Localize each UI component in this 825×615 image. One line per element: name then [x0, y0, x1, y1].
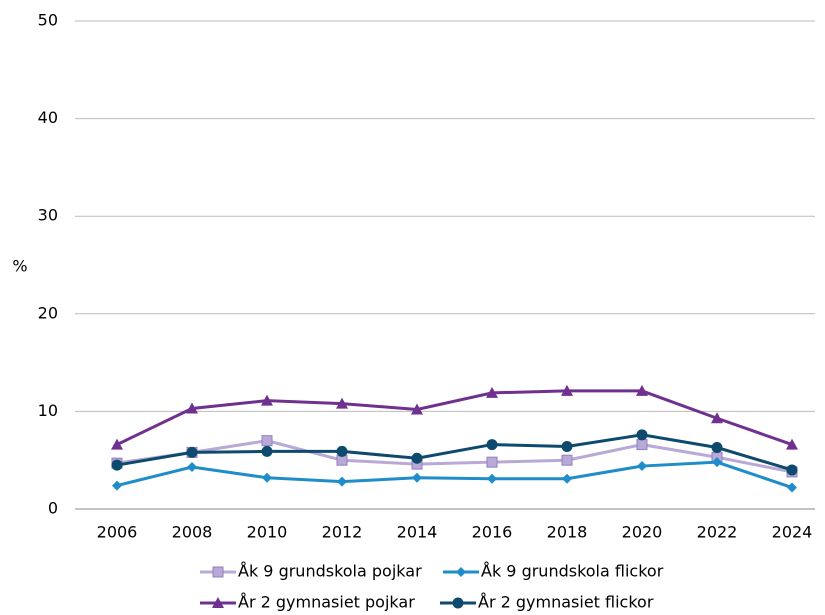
- legend-label: År 2 gymnasiet pojkar: [238, 593, 415, 612]
- marker: [212, 597, 224, 608]
- marker: [336, 445, 348, 457]
- marker: [111, 459, 123, 471]
- y-axis-label: %: [12, 257, 27, 276]
- x-tick-label: 2014: [397, 523, 438, 542]
- marker: [411, 452, 423, 464]
- marker: [456, 567, 466, 577]
- y-tick-label: 20: [38, 303, 58, 322]
- marker: [786, 464, 798, 476]
- y-tick-label: 30: [38, 206, 58, 225]
- marker: [111, 438, 123, 450]
- marker: [187, 462, 197, 473]
- x-tick-label: 2016: [472, 523, 513, 542]
- marker: [262, 472, 272, 483]
- marker: [411, 403, 423, 415]
- series-line: [116, 460, 793, 489]
- y-tick-label: 0: [48, 499, 58, 518]
- y-tick-label: 50: [38, 11, 58, 30]
- x-tick-label: 2010: [247, 523, 288, 542]
- marker: [712, 457, 722, 468]
- marker: [711, 442, 723, 454]
- marker: [487, 473, 497, 484]
- x-tick-label: 2024: [772, 523, 813, 542]
- marker: [486, 386, 498, 398]
- marker: [561, 454, 573, 466]
- legend-label: Åk 9 grundskola pojkar: [238, 562, 422, 581]
- marker: [186, 446, 198, 458]
- marker: [336, 397, 348, 409]
- marker: [787, 482, 797, 493]
- marker: [637, 461, 647, 472]
- marker: [452, 597, 464, 609]
- x-tick-label: 2012: [322, 523, 363, 542]
- legend-label: Åk 9 grundskola flickor: [481, 562, 664, 581]
- marker: [337, 476, 347, 487]
- marker: [412, 472, 422, 483]
- marker: [561, 441, 573, 453]
- x-tick-label: 2008: [172, 523, 213, 542]
- marker: [711, 412, 723, 424]
- x-tick-label: 2018: [547, 523, 588, 542]
- y-tick-label: 10: [38, 401, 58, 420]
- legend-label: År 2 gymnasiet flickor: [478, 593, 654, 612]
- marker: [186, 402, 198, 414]
- x-tick-label: 2020: [622, 523, 663, 542]
- series-line: [116, 433, 793, 472]
- y-tick-label: 40: [38, 108, 58, 127]
- marker: [562, 473, 572, 484]
- marker: [112, 480, 122, 491]
- marker: [486, 439, 498, 451]
- x-tick-label: 2006: [97, 523, 138, 542]
- marker: [261, 394, 273, 406]
- marker: [486, 456, 498, 468]
- marker: [212, 566, 224, 578]
- marker: [786, 438, 798, 450]
- marker: [636, 439, 648, 451]
- series-line: [116, 439, 793, 474]
- marker: [636, 384, 648, 396]
- marker: [561, 384, 573, 396]
- x-tick-label: 2022: [697, 523, 738, 542]
- marker: [636, 429, 648, 441]
- marker: [261, 435, 273, 447]
- marker: [261, 445, 273, 457]
- series-line: [116, 389, 793, 446]
